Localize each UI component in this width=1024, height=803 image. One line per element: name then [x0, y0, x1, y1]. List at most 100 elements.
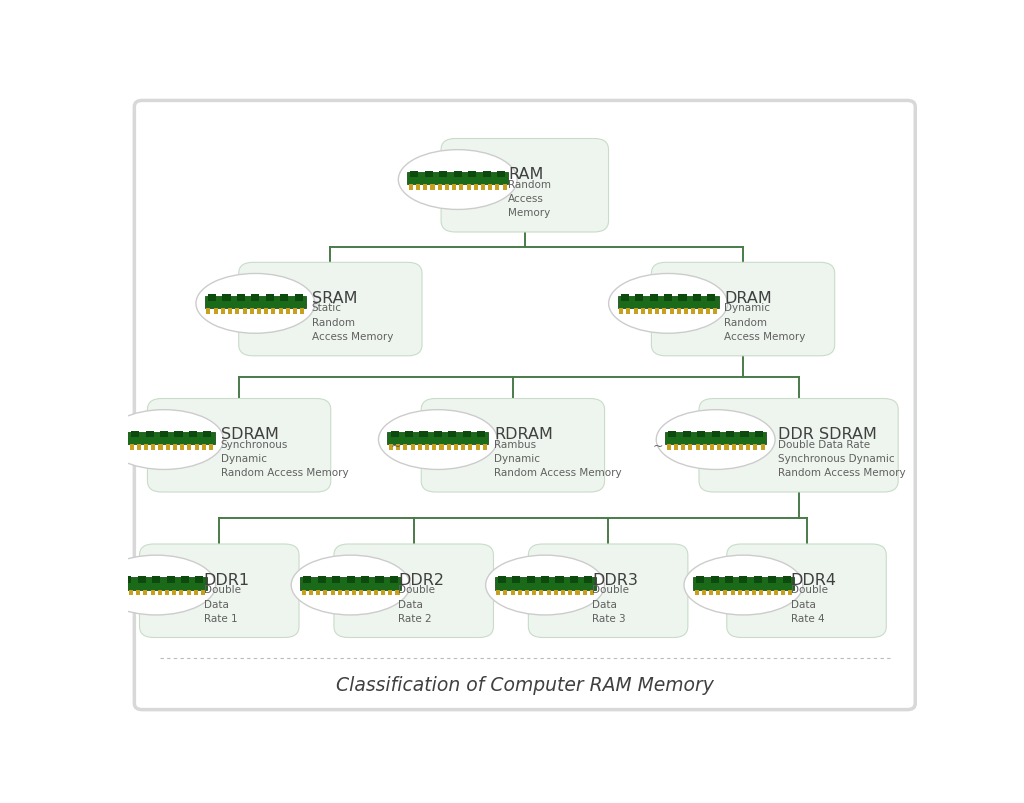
- FancyBboxPatch shape: [694, 590, 698, 596]
- FancyBboxPatch shape: [677, 309, 681, 315]
- FancyBboxPatch shape: [482, 171, 490, 178]
- FancyBboxPatch shape: [774, 590, 778, 596]
- FancyBboxPatch shape: [257, 309, 261, 315]
- FancyBboxPatch shape: [208, 295, 216, 302]
- FancyBboxPatch shape: [745, 590, 750, 596]
- FancyBboxPatch shape: [115, 445, 119, 450]
- FancyBboxPatch shape: [167, 577, 175, 583]
- FancyBboxPatch shape: [421, 399, 604, 492]
- FancyBboxPatch shape: [554, 590, 558, 596]
- FancyBboxPatch shape: [635, 295, 643, 302]
- FancyBboxPatch shape: [139, 544, 299, 638]
- FancyBboxPatch shape: [474, 185, 478, 191]
- FancyBboxPatch shape: [475, 445, 479, 450]
- FancyBboxPatch shape: [332, 577, 340, 583]
- FancyBboxPatch shape: [251, 295, 259, 302]
- FancyBboxPatch shape: [768, 577, 776, 583]
- Text: Double
Data
Rate 4: Double Data Rate 4: [791, 585, 827, 623]
- FancyBboxPatch shape: [186, 590, 190, 596]
- FancyBboxPatch shape: [181, 577, 189, 583]
- FancyBboxPatch shape: [674, 445, 678, 450]
- FancyBboxPatch shape: [250, 309, 254, 315]
- FancyBboxPatch shape: [188, 431, 197, 438]
- FancyBboxPatch shape: [204, 431, 211, 438]
- Text: Classification of Computer RAM Memory: Classification of Computer RAM Memory: [336, 675, 714, 695]
- FancyBboxPatch shape: [416, 185, 420, 191]
- FancyBboxPatch shape: [738, 590, 741, 596]
- FancyBboxPatch shape: [669, 431, 677, 438]
- Ellipse shape: [398, 150, 517, 210]
- Text: ~: ~: [653, 439, 664, 452]
- FancyBboxPatch shape: [144, 445, 148, 450]
- FancyBboxPatch shape: [390, 577, 398, 583]
- FancyBboxPatch shape: [754, 577, 762, 583]
- FancyBboxPatch shape: [243, 309, 247, 315]
- FancyBboxPatch shape: [496, 590, 500, 596]
- FancyBboxPatch shape: [151, 590, 155, 596]
- FancyBboxPatch shape: [390, 431, 398, 438]
- FancyBboxPatch shape: [688, 445, 692, 450]
- Ellipse shape: [379, 410, 498, 470]
- FancyBboxPatch shape: [439, 445, 443, 450]
- FancyBboxPatch shape: [446, 445, 451, 450]
- Text: Double
Data
Rate 2: Double Data Rate 2: [398, 585, 435, 623]
- FancyBboxPatch shape: [712, 431, 720, 438]
- FancyBboxPatch shape: [418, 445, 422, 450]
- FancyBboxPatch shape: [187, 445, 191, 450]
- FancyBboxPatch shape: [403, 445, 408, 450]
- FancyBboxPatch shape: [109, 577, 117, 583]
- Text: DDR SDRAM: DDR SDRAM: [778, 427, 877, 442]
- FancyBboxPatch shape: [425, 445, 429, 450]
- FancyBboxPatch shape: [512, 577, 520, 583]
- FancyBboxPatch shape: [293, 309, 297, 315]
- FancyBboxPatch shape: [236, 309, 240, 315]
- FancyBboxPatch shape: [481, 185, 485, 191]
- FancyBboxPatch shape: [423, 185, 427, 191]
- FancyBboxPatch shape: [723, 590, 727, 596]
- Text: DDR4: DDR4: [791, 573, 837, 587]
- FancyBboxPatch shape: [526, 577, 535, 583]
- FancyBboxPatch shape: [575, 590, 580, 596]
- FancyBboxPatch shape: [122, 590, 126, 596]
- FancyBboxPatch shape: [281, 295, 289, 302]
- FancyBboxPatch shape: [753, 590, 757, 596]
- FancyBboxPatch shape: [180, 445, 184, 450]
- FancyBboxPatch shape: [359, 590, 364, 596]
- FancyBboxPatch shape: [621, 295, 629, 302]
- FancyBboxPatch shape: [683, 431, 691, 438]
- FancyBboxPatch shape: [207, 309, 211, 315]
- FancyBboxPatch shape: [376, 577, 384, 583]
- FancyBboxPatch shape: [406, 431, 413, 438]
- FancyBboxPatch shape: [697, 431, 706, 438]
- FancyBboxPatch shape: [739, 577, 748, 583]
- FancyBboxPatch shape: [525, 590, 529, 596]
- FancyBboxPatch shape: [115, 590, 119, 596]
- FancyBboxPatch shape: [503, 185, 507, 191]
- Text: Random
Access
Memory: Random Access Memory: [508, 179, 551, 218]
- FancyBboxPatch shape: [123, 445, 126, 450]
- FancyBboxPatch shape: [165, 590, 169, 596]
- FancyBboxPatch shape: [468, 445, 472, 450]
- FancyBboxPatch shape: [620, 309, 624, 315]
- FancyBboxPatch shape: [732, 445, 735, 450]
- FancyBboxPatch shape: [498, 577, 506, 583]
- Ellipse shape: [96, 556, 216, 615]
- FancyBboxPatch shape: [381, 590, 385, 596]
- FancyBboxPatch shape: [453, 185, 456, 191]
- FancyBboxPatch shape: [396, 445, 400, 450]
- FancyBboxPatch shape: [425, 171, 433, 178]
- FancyBboxPatch shape: [532, 590, 537, 596]
- FancyBboxPatch shape: [147, 399, 331, 492]
- FancyBboxPatch shape: [482, 445, 486, 450]
- FancyBboxPatch shape: [511, 590, 515, 596]
- FancyBboxPatch shape: [528, 544, 688, 638]
- FancyBboxPatch shape: [131, 431, 139, 438]
- Text: SDRAM: SDRAM: [220, 427, 279, 442]
- FancyBboxPatch shape: [708, 295, 716, 302]
- FancyBboxPatch shape: [477, 431, 485, 438]
- FancyBboxPatch shape: [411, 171, 419, 178]
- FancyBboxPatch shape: [316, 590, 321, 596]
- FancyBboxPatch shape: [302, 590, 306, 596]
- FancyBboxPatch shape: [123, 577, 131, 583]
- FancyBboxPatch shape: [153, 577, 160, 583]
